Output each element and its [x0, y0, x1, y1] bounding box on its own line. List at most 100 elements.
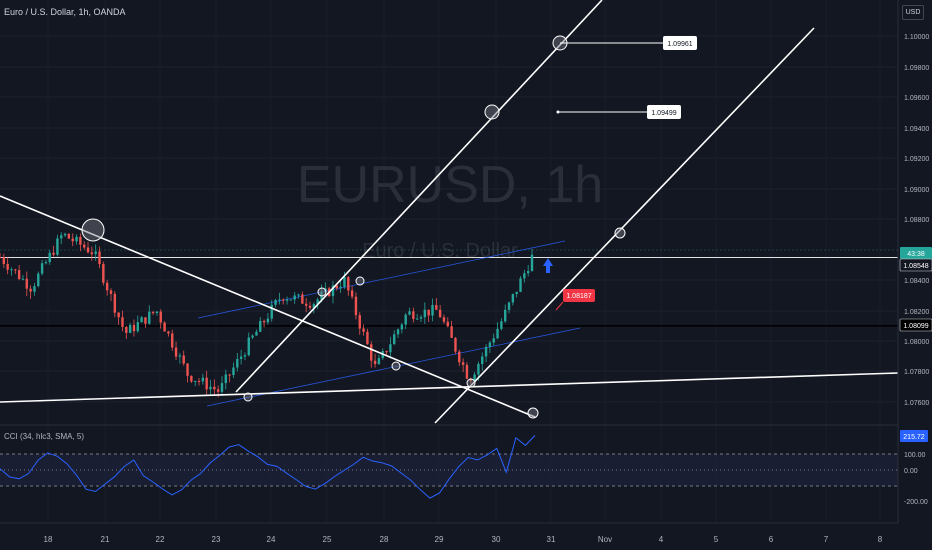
candle-body — [408, 311, 411, 315]
candle-body — [347, 277, 350, 291]
candle-body — [526, 271, 530, 274]
target-2-dot — [556, 110, 560, 114]
target-callouts[interactable]: 1.09961 1.09499 1.08187 — [543, 36, 697, 311]
pivot-marker — [243, 392, 253, 402]
time-tick: 25 — [323, 535, 332, 544]
candle-body — [358, 315, 361, 329]
candle-body — [523, 273, 526, 279]
candle-body — [48, 252, 51, 263]
cci-value-badge-text: 215.72 — [903, 434, 925, 441]
candle-body — [171, 333, 174, 348]
candle-body — [255, 331, 258, 336]
price-tick: 1.09200 — [904, 156, 929, 163]
candle-body — [224, 374, 228, 384]
candle-body — [412, 311, 415, 320]
candle-body — [492, 338, 495, 343]
candle-body — [52, 252, 55, 255]
time-tick: 28 — [380, 535, 389, 544]
candle-body — [377, 358, 381, 365]
candle-body — [446, 321, 449, 327]
currency-button[interactable]: USD — [902, 5, 924, 20]
price-tick: 1.08000 — [904, 339, 929, 346]
candle-body — [278, 299, 281, 301]
candle-body — [148, 311, 151, 324]
pivot-marker — [391, 361, 401, 371]
pivot-marker — [355, 276, 365, 286]
entry-badge[interactable] — [563, 289, 595, 302]
candle-body — [113, 293, 117, 313]
channel-lower-trendline[interactable] — [434, 27, 815, 424]
candle-body — [373, 360, 377, 365]
entry-pointer — [555, 301, 564, 311]
candle-body — [400, 324, 404, 330]
candle-body — [6, 263, 9, 270]
candle-body — [488, 342, 492, 347]
candle-body — [251, 335, 254, 338]
candle-body — [132, 324, 136, 332]
cci-indicator-title[interactable]: CCI (34, hlc3, SMA, 5) — [4, 432, 85, 441]
candle-body — [44, 262, 48, 264]
candle-body — [504, 309, 507, 322]
candle-body — [232, 367, 235, 376]
candle-body — [125, 326, 128, 333]
candle-body — [178, 355, 182, 357]
current-price-badge — [899, 258, 932, 272]
candle-body — [128, 324, 132, 333]
candle-body — [205, 377, 208, 390]
support-price-badge-text: 1.08099 — [903, 323, 928, 330]
candle-body — [304, 303, 308, 306]
symbol-title[interactable]: Euro / U.S. Dollar, 1h, OANDA — [4, 7, 126, 17]
candle-body — [213, 386, 216, 390]
price-tick: 1.08200 — [904, 309, 929, 316]
price-tick: 1.10000 — [904, 34, 929, 41]
candle-body — [10, 269, 13, 271]
candle-body — [484, 346, 488, 357]
candle-body — [385, 351, 388, 353]
time-tick: 6 — [769, 535, 774, 544]
price-tick: 1.07800 — [904, 369, 929, 376]
pivot-marker — [614, 227, 626, 239]
candle-body — [83, 244, 86, 248]
candle-body — [435, 305, 438, 310]
pivot-marker — [484, 104, 500, 120]
candle-body — [458, 351, 461, 363]
candle-body — [366, 331, 369, 345]
time-tick: 23 — [212, 535, 221, 544]
candle-body — [396, 329, 400, 335]
candle-body — [450, 326, 453, 338]
candle-body — [90, 252, 94, 255]
candle-body — [56, 238, 59, 255]
target-2-label: 1.09499 — [651, 110, 676, 117]
trendlines[interactable] — [0, 0, 899, 424]
candle-body — [442, 317, 446, 322]
candle-body — [431, 305, 434, 316]
candle-body — [335, 285, 339, 289]
channel-upper-trendline[interactable] — [235, 0, 603, 393]
candle-body — [297, 294, 300, 296]
descending-trendline[interactable] — [0, 195, 536, 418]
candle-body — [17, 270, 21, 280]
candle-body — [167, 331, 170, 334]
time-tick: 7 — [824, 535, 829, 544]
channel-upper — [197, 240, 566, 319]
candle-body — [362, 328, 365, 332]
price-badges: 43:38 1.08548 1.08099 215.72 — [899, 247, 932, 442]
time-tick: 24 — [267, 535, 276, 544]
up-arrow-icon — [543, 258, 553, 273]
watermark-symbol: EURUSD, 1h — [297, 156, 603, 214]
candle-body — [239, 356, 243, 359]
price-tick: 1.08800 — [904, 217, 929, 224]
candle-body — [102, 264, 105, 283]
candle-body — [37, 273, 40, 287]
target-1-box[interactable] — [663, 36, 697, 50]
target-1-label: 1.09961 — [667, 41, 692, 48]
candle-body — [25, 278, 28, 289]
support-trendline[interactable] — [0, 372, 899, 403]
price-tick: 1.09000 — [904, 187, 929, 194]
target-2-box[interactable] — [647, 105, 681, 119]
time-tick: 21 — [101, 535, 110, 544]
candle-body — [289, 299, 293, 301]
pivot-marker — [81, 218, 105, 242]
